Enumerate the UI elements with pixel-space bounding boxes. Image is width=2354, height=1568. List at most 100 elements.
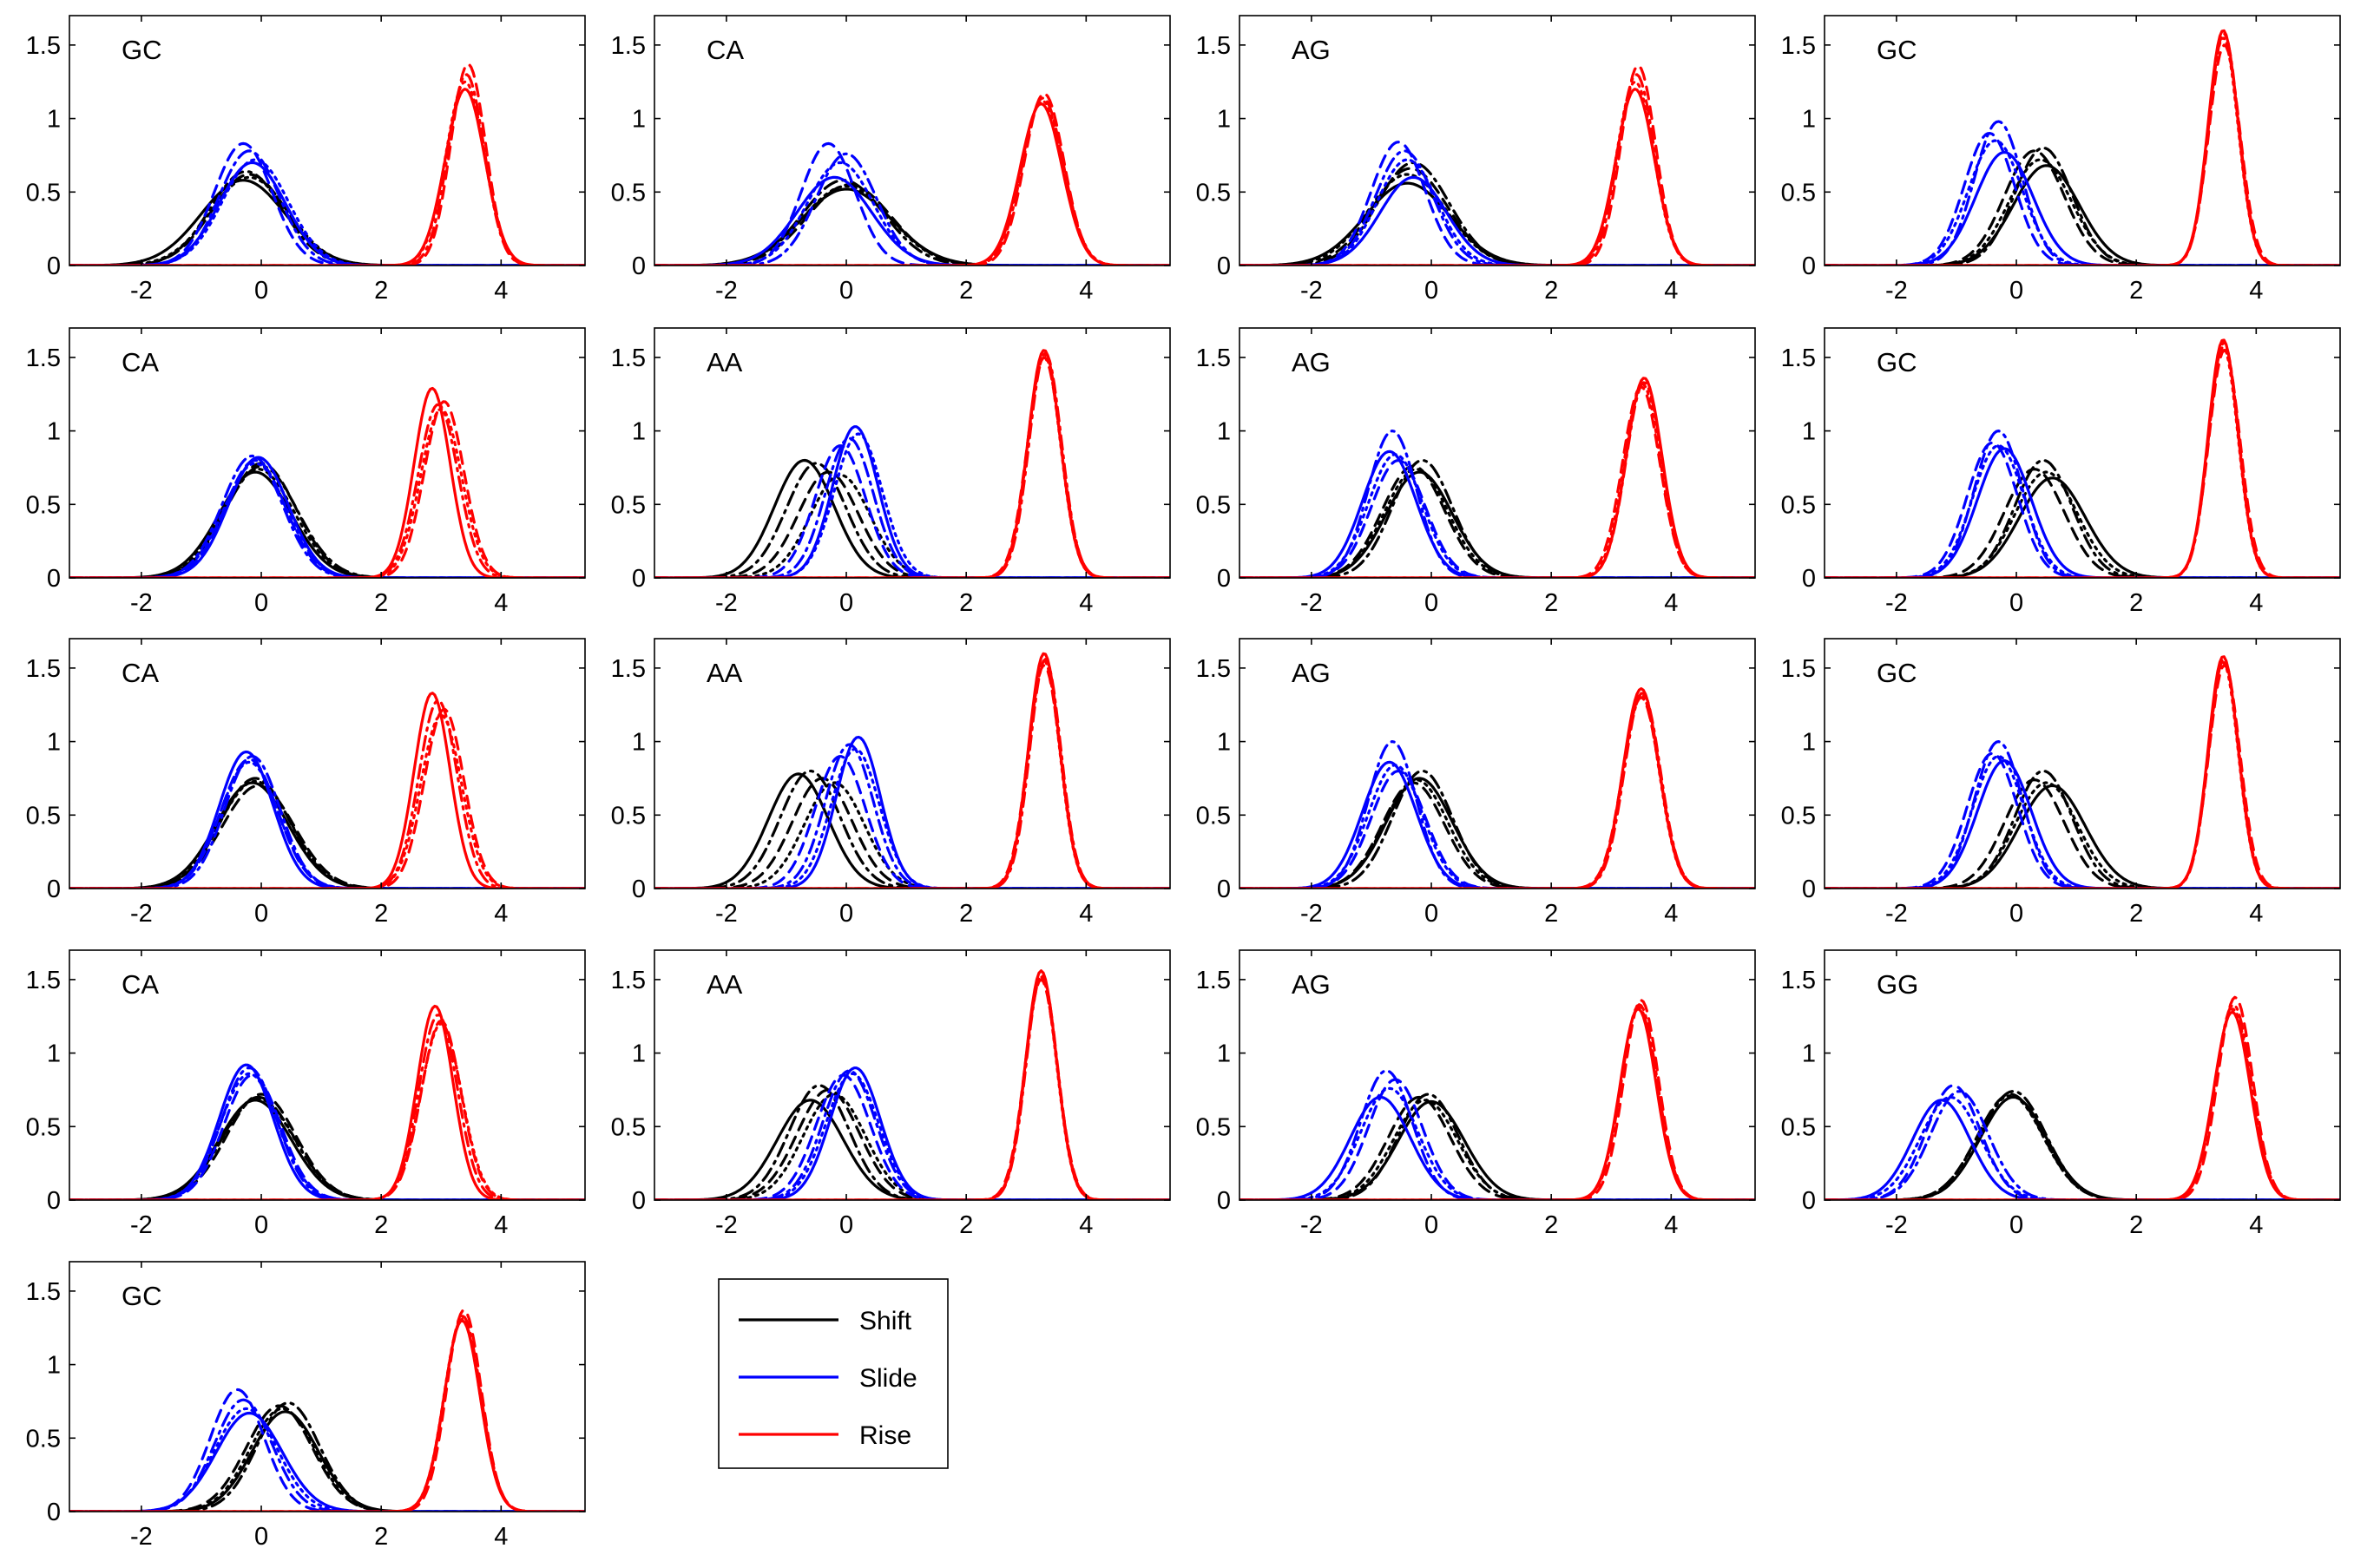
axis-box xyxy=(654,638,1171,889)
rise-curve-solid xyxy=(1825,29,2340,266)
slide-curve-solid xyxy=(654,1066,1170,1200)
axis-box xyxy=(1824,638,2341,889)
rise-curve-solid xyxy=(654,349,1170,578)
shift-curve-solid xyxy=(1825,784,2340,889)
shift-curve-dashed xyxy=(1239,781,1755,889)
y-tick-label: 1 xyxy=(1217,729,1231,757)
y-tick-label: 0 xyxy=(47,876,61,903)
y-tick-label: 0 xyxy=(632,1187,646,1215)
shift-curve-dashdot xyxy=(69,1095,585,1200)
x-tick-label: 2 xyxy=(374,1211,388,1239)
y-tick-label: 0 xyxy=(1802,253,1816,280)
rise-curve-solid xyxy=(69,692,585,889)
panel-curves xyxy=(69,386,585,578)
shift-curve-dashdot xyxy=(1825,146,2340,266)
rise-curve-dotted xyxy=(69,407,585,578)
panel-4: -2 0 2 4 0 0.5 1 1.5 GC xyxy=(1781,15,2341,305)
x-tick-label: 2 xyxy=(374,1523,388,1551)
shift-curve-dashed xyxy=(1239,464,1755,578)
x-tick-label: 2 xyxy=(374,277,388,305)
shift-curve-dashdot xyxy=(1239,458,1755,578)
panel-2: -2 0 2 4 0 0.5 1 1.5 CA xyxy=(611,15,1171,305)
slide-curve-dashed xyxy=(654,755,1170,889)
shift-curve-dashdot xyxy=(69,1401,585,1512)
rise-curve-dashdot xyxy=(69,403,585,578)
x-tick-label: 0 xyxy=(254,589,268,617)
axis-box xyxy=(654,949,1171,1201)
axis-box xyxy=(1824,327,2341,579)
panel-label: AG xyxy=(1292,969,1331,1000)
x-tick-label: 2 xyxy=(374,589,388,617)
x-tick-label: 4 xyxy=(494,900,508,928)
panel-label: AG xyxy=(1292,35,1331,65)
panel-curves xyxy=(654,92,1170,266)
slide-curve-solid xyxy=(1825,1099,2340,1200)
shift-curve-dotted xyxy=(1239,173,1755,266)
panel-curves xyxy=(1239,377,1755,578)
y-tick-label: 0.5 xyxy=(26,1113,61,1141)
y-tick-label: 1 xyxy=(1802,106,1816,134)
x-tick-label: 4 xyxy=(494,589,508,617)
axis-box xyxy=(69,1261,586,1512)
y-tick-label: 0.5 xyxy=(26,179,61,207)
x-tick-label: 4 xyxy=(494,1523,508,1551)
y-tick-label: 1.5 xyxy=(1196,967,1231,994)
axis-box xyxy=(654,327,1171,579)
y-tick-label: 1.5 xyxy=(26,32,61,60)
slide-curve-dotted xyxy=(69,1072,585,1200)
x-tick-label: 2 xyxy=(959,900,973,928)
panel-label: AA xyxy=(707,347,743,377)
y-tick-label: 0.5 xyxy=(1781,802,1816,830)
x-tick-label: -2 xyxy=(1885,277,1908,305)
x-tick-label: 0 xyxy=(254,277,268,305)
rise-curve-dashed xyxy=(69,1309,585,1512)
y-tick-label: 0 xyxy=(47,565,61,593)
y-tick-label: 1.5 xyxy=(26,655,61,683)
panel-12: -2 0 2 4 0 0.5 1 1.5 GC xyxy=(1781,638,2341,928)
x-tick-label: 4 xyxy=(1079,589,1093,617)
y-tick-label: 0 xyxy=(1802,565,1816,593)
y-tick-label: 0 xyxy=(632,565,646,593)
slide-curve-dashed xyxy=(1825,132,2340,266)
slide-curve-dashdot xyxy=(69,754,585,889)
y-tick-label: 1 xyxy=(632,1040,646,1068)
panel-curves xyxy=(1239,999,1755,1200)
rise-curve-dashed xyxy=(654,356,1170,578)
x-tick-label: 0 xyxy=(2009,900,2023,928)
slide-curve-solid xyxy=(1825,759,2340,889)
y-tick-label: 0 xyxy=(47,1187,61,1215)
y-tick-label: 1 xyxy=(47,1352,61,1380)
x-tick-label: 2 xyxy=(2129,589,2143,617)
y-tick-label: 0.5 xyxy=(611,802,646,830)
x-tick-label: 4 xyxy=(2249,900,2263,928)
x-tick-label: -2 xyxy=(130,277,153,305)
shift-curve-dotted xyxy=(1825,158,2340,266)
slide-curve-dashed xyxy=(654,141,1170,266)
x-tick-label: -2 xyxy=(1885,900,1908,928)
y-tick-label: 1 xyxy=(632,418,646,446)
shift-curve-dashed xyxy=(69,784,585,889)
slide-curve-dashed xyxy=(1239,458,1755,578)
rise-curve-dotted xyxy=(1825,36,2340,266)
rise-curve-solid xyxy=(1825,1010,2340,1200)
x-tick-label: 4 xyxy=(1079,900,1093,928)
rise-curve-solid xyxy=(69,1319,585,1512)
shift-curve-dashdot xyxy=(1825,458,2340,578)
axis-box xyxy=(654,15,1171,266)
y-tick-label: 1.5 xyxy=(1781,344,1816,372)
axis-box xyxy=(69,15,586,266)
x-tick-label: 0 xyxy=(2009,1211,2023,1239)
slide-curve-dashdot xyxy=(654,436,1170,578)
slide-curve-solid xyxy=(1239,449,1755,578)
slide-curve-dashed xyxy=(69,758,585,889)
y-tick-label: 0.5 xyxy=(1781,1113,1816,1141)
rise-curve-dashed xyxy=(1239,385,1755,578)
rise-curve-dotted xyxy=(1825,1007,2340,1200)
shift-curve-dashdot xyxy=(1239,769,1755,889)
shift-curve-dotted xyxy=(654,781,1170,889)
y-tick-label: 0 xyxy=(47,253,61,280)
rise-curve-dotted xyxy=(69,80,585,266)
x-tick-label: -2 xyxy=(1885,1211,1908,1239)
y-tick-label: 0.5 xyxy=(26,491,61,519)
slide-curve-dashed xyxy=(1239,769,1755,889)
